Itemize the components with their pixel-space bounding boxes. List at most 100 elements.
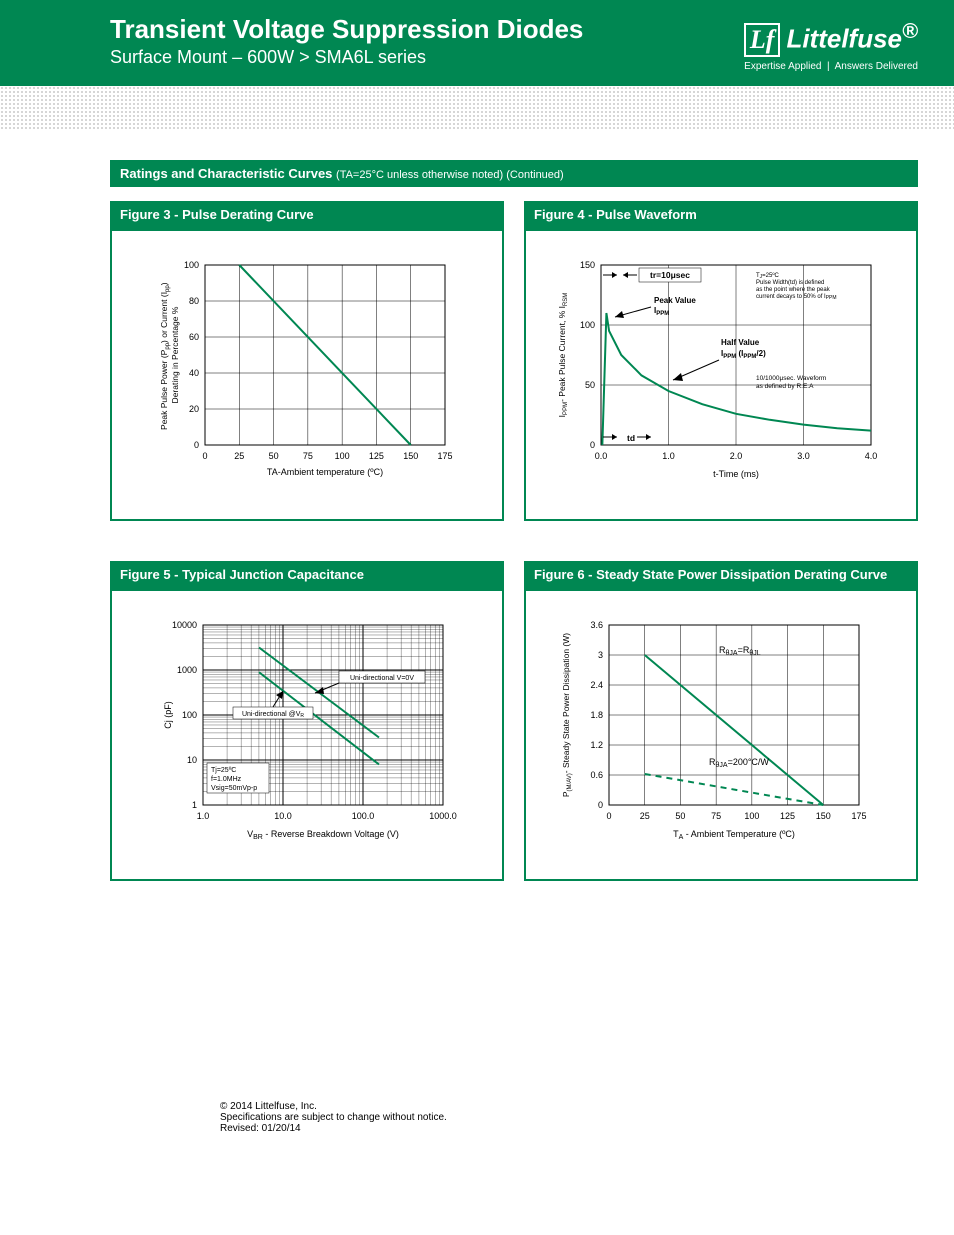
fig6-ylabel: P(M/AV)- Steady State Power Dissipation …: [561, 633, 573, 797]
figure-4-title: Figure 4 - Pulse Waveform: [524, 201, 918, 231]
fig5-conditions: Tj=25ºC f=1.0MHz Vsig=50mVp-p: [207, 763, 269, 793]
svg-text:1000.0: 1000.0: [429, 811, 457, 821]
svg-text:1: 1: [192, 800, 197, 810]
svg-text:Tj=25ºC: Tj=25ºC: [211, 767, 236, 774]
footer-revised: Revised: 01/20/14: [220, 1123, 918, 1134]
page-title: Transient Voltage Suppression Diodes: [110, 14, 844, 45]
figure-4-chart: 0.01.02.03.04.0 050100150 t-Time (ms) IP…: [541, 249, 901, 499]
figure-5-chart: 1.0 10.0 100.0 1000.0 1 10 100 1000 10000 VBR -…: [137, 609, 477, 859]
svg-text:25: 25: [234, 451, 244, 461]
fig4-note2: 10/1000μsec. Waveform as defined by R.E.…: [756, 375, 828, 390]
svg-text:0.0: 0.0: [595, 451, 608, 461]
svg-text:2.0: 2.0: [730, 451, 743, 461]
tagline-right: Answers Delivered: [835, 61, 918, 72]
svg-text:100: 100: [184, 260, 199, 270]
svg-text:100.0: 100.0: [352, 811, 375, 821]
fig6-label2: RθJA=200°C/W: [709, 757, 769, 769]
section-note: (TA=25°C unless otherwise noted) (Contin…: [336, 169, 564, 181]
svg-text:50: 50: [675, 811, 685, 821]
svg-text:100: 100: [580, 320, 595, 330]
svg-text:100: 100: [182, 710, 197, 720]
svg-text:150: 150: [580, 260, 595, 270]
svg-text:f=1.0MHz: f=1.0MHz: [211, 776, 242, 783]
figure-4: Figure 4 - Pulse Waveform 0.0 1.0 2.0 3.0 4.…: [524, 201, 918, 521]
page-footer: © 2014 Littelfuse, Inc. Specifications a…: [110, 1101, 918, 1134]
fig4-tr-annotation: tr=10μsec: [603, 268, 701, 282]
svg-text:td: td: [627, 433, 635, 443]
brand-logo: LfLittelfuse® Expertise Applied | Answer…: [744, 18, 918, 72]
svg-text:150: 150: [403, 451, 418, 461]
svg-text:1000: 1000: [177, 665, 197, 675]
figure-6-chart: 0 25 50 75 100 125 150 175 0 0.6 1.2 1.8 2.4 3 3.6 TA…: [541, 609, 901, 859]
svg-text:Vsig=50mVp-p: Vsig=50mVp-p: [211, 785, 257, 792]
svg-text:3.0: 3.0: [797, 451, 810, 461]
section-heading: Ratings and Characteristic Curves (TA=25…: [110, 160, 918, 187]
svg-text:75: 75: [711, 811, 721, 821]
svg-text:25: 25: [640, 811, 650, 821]
svg-text:Uni-directional V=0V: Uni-directional V=0V: [350, 675, 414, 682]
svg-text:10.0: 10.0: [274, 811, 292, 821]
fig4-note1: TJ=25ºC Pulse Width(td) is defined as th…: [756, 272, 837, 301]
fig4-peak-annotation: Peak Value IPPM: [615, 296, 696, 318]
svg-text:Peak Value: Peak Value: [654, 296, 696, 305]
svg-text:80: 80: [189, 296, 199, 306]
fig5-ylabel: Cj (pF): [163, 701, 173, 729]
svg-text:2.4: 2.4: [590, 680, 603, 690]
figure-6-title: Figure 6 - Steady State Power Dissipatio…: [524, 561, 918, 591]
svg-text:0: 0: [606, 811, 611, 821]
svg-text:100: 100: [744, 811, 759, 821]
figure-6: Figure 6 - Steady State Power Dissipatio…: [524, 561, 918, 881]
fig4-ylabel: IPPM- Peak Pulse Current, % IRSM: [557, 293, 569, 418]
svg-text:1.0: 1.0: [662, 451, 675, 461]
fig4-xlabel: t-Time (ms): [713, 469, 759, 479]
svg-text:4.0: 4.0: [865, 451, 878, 461]
page-subtitle: Surface Mount – 600W > SMA6L series: [110, 47, 844, 68]
section-title: Ratings and Characteristic Curves: [120, 166, 336, 181]
svg-text:0: 0: [598, 800, 603, 810]
svg-text:150: 150: [816, 811, 831, 821]
svg-text:3: 3: [598, 650, 603, 660]
footer-disclaimer: Specifications are subject to change wit…: [220, 1112, 918, 1123]
svg-text:0.6: 0.6: [590, 770, 603, 780]
fig3-ylabel: Peak Pulse Power (Ppp) or Current (Ipp) …: [159, 280, 180, 430]
svg-text:Uni-directional @VR: Uni-directional @VR: [242, 711, 304, 719]
svg-text:0: 0: [194, 440, 199, 450]
brand-reg: ®: [902, 18, 918, 43]
fig4-td-annotation: td: [603, 433, 651, 443]
svg-text:0: 0: [202, 451, 207, 461]
svg-text:60: 60: [189, 332, 199, 342]
figure-3: Figure 3 - Pulse Derating Curve: [110, 201, 504, 521]
svg-text:tr=10μsec: tr=10μsec: [650, 270, 690, 280]
fig3-xlabel: TA-Ambient temperature (ºC): [267, 467, 383, 477]
svg-text:50: 50: [585, 380, 595, 390]
figure-5: Figure 5 - Typical Junction Capacitance …: [110, 561, 504, 881]
svg-text:1.8: 1.8: [590, 710, 603, 720]
svg-text:125: 125: [369, 451, 384, 461]
svg-text:10: 10: [187, 755, 197, 765]
fig6-xlabel: TA - Ambient Temperature (ºC): [673, 829, 795, 841]
figure-3-chart: 0255075100125150175 020406080100 TA-Ambi…: [137, 249, 477, 499]
svg-text:IPPM: IPPM: [654, 306, 669, 317]
svg-text:75: 75: [303, 451, 313, 461]
svg-text:125: 125: [780, 811, 795, 821]
fig5-xlabel: VBR - Reverse Breakdown Voltage (V): [247, 829, 399, 841]
svg-text:IPPM (IPPM/2): IPPM (IPPM/2): [721, 349, 766, 360]
svg-text:1.2: 1.2: [590, 740, 603, 750]
svg-text:1.0: 1.0: [197, 811, 210, 821]
figure-3-title: Figure 3 - Pulse Derating Curve: [110, 201, 504, 231]
svg-text:Half Value: Half Value: [721, 338, 760, 347]
footer-copyright: © 2014 Littelfuse, Inc.: [220, 1101, 918, 1112]
figure-5-title: Figure 5 - Typical Junction Capacitance: [110, 561, 504, 591]
svg-text:3.6: 3.6: [590, 620, 603, 630]
svg-text:175: 175: [851, 811, 866, 821]
svg-text:100: 100: [335, 451, 350, 461]
svg-text:50: 50: [269, 451, 279, 461]
dot-divider: [0, 86, 954, 130]
svg-text:175: 175: [437, 451, 452, 461]
fig4-half-annotation: Half Value IPPM (IPPM/2): [673, 338, 766, 381]
brand-name: Littelfuse: [786, 24, 902, 54]
tagline-left: Expertise Applied: [744, 61, 821, 72]
svg-text:10000: 10000: [172, 620, 197, 630]
svg-text:20: 20: [189, 404, 199, 414]
page-header: Transient Voltage Suppression Diodes Sur…: [0, 0, 954, 86]
